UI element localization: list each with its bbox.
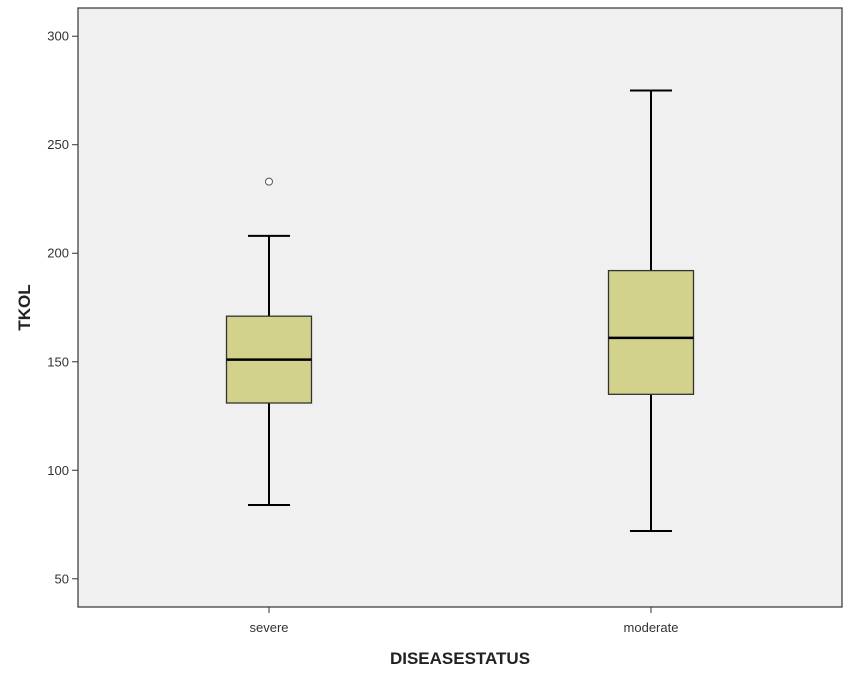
box-severe	[225, 177, 313, 506]
y-tick-label: 150	[47, 354, 69, 369]
interquartile-box	[607, 269, 695, 395]
x-tick-label: severe	[249, 620, 288, 635]
outlier-point	[265, 177, 273, 186]
y-tick-label: 50	[55, 571, 69, 586]
x-tick-label: moderate	[624, 620, 679, 635]
x-axis-title: DISEASESTATUS	[390, 649, 530, 668]
y-axis: 50 100 150 200 250 300	[47, 29, 78, 586]
y-axis-title: TKOL	[15, 284, 34, 330]
y-tick-label: 250	[47, 137, 69, 152]
box-series	[225, 89, 695, 533]
y-tick-label: 300	[47, 29, 69, 44]
plot-area	[77, 7, 843, 608]
y-tick-label: 100	[47, 463, 69, 478]
y-tick-label: 200	[47, 246, 69, 261]
x-axis: severe moderate	[249, 607, 678, 635]
box-moderate	[607, 89, 695, 533]
